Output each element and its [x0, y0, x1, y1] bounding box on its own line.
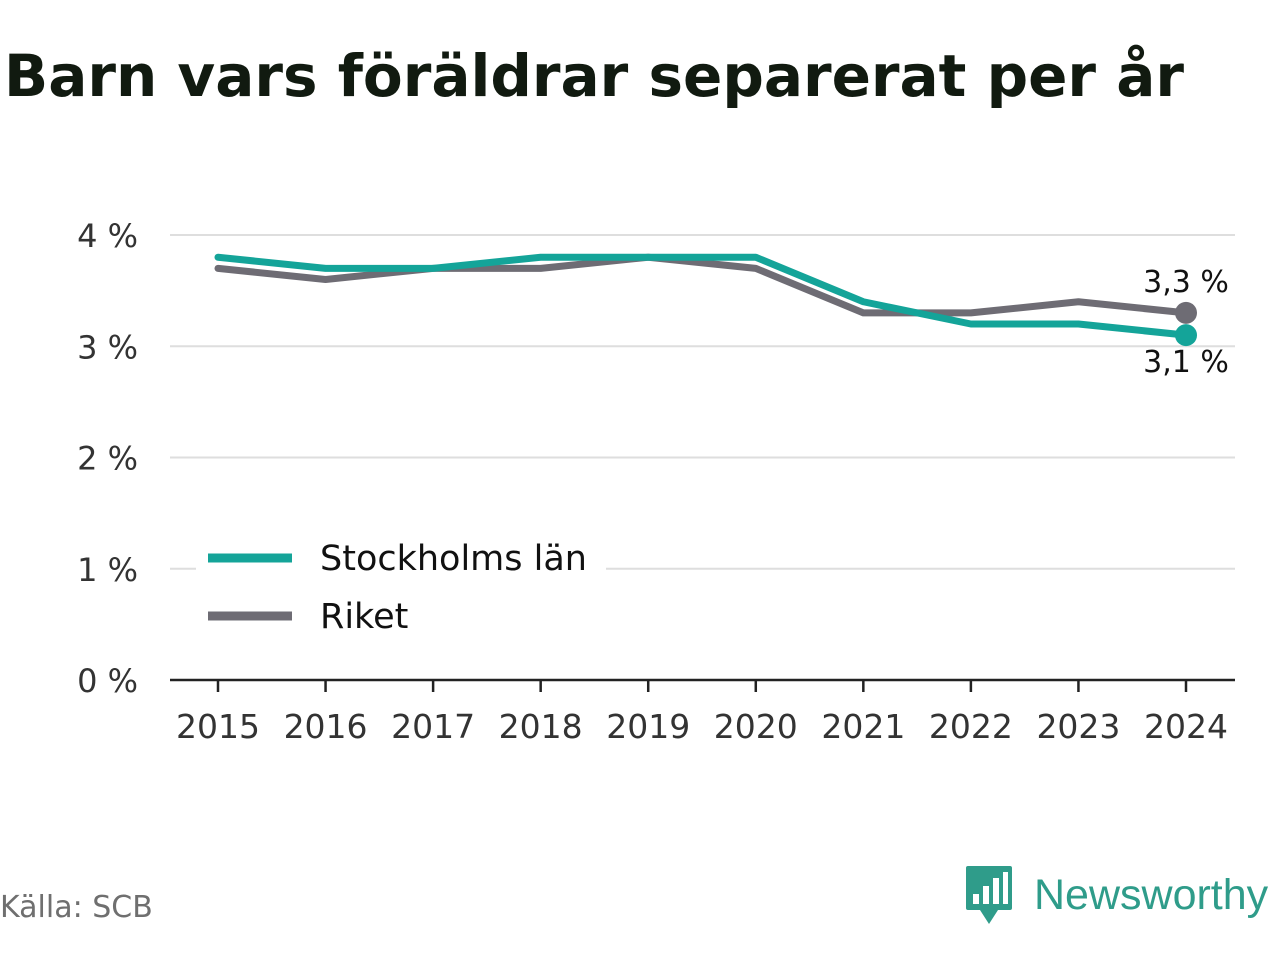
x-tick-label: 2023: [1036, 707, 1120, 746]
brand-name: Newsworthy: [1034, 870, 1269, 919]
x-tick-label: 2016: [284, 707, 368, 746]
newsworthy-logo-icon: [966, 866, 1012, 924]
end-label-stockholm: 3,1 %: [1143, 345, 1229, 380]
y-tick-label: 0 %: [77, 662, 138, 700]
x-axis: 2015 2016 2017 2018 2019 2020 2021 2022 2023 2024: [170, 678, 1235, 746]
legend: Stockholms län Riket: [196, 528, 606, 646]
legend-background: [196, 528, 606, 646]
end-point-stockholm: [1175, 324, 1197, 347]
end-labels: 3,3 % 3,1 %: [1143, 265, 1229, 380]
x-tick-label: 2015: [176, 707, 260, 746]
legend-label: Stockholms län: [320, 539, 587, 579]
series-line-riket: [214, 253, 1190, 317]
gridlines: [170, 234, 1235, 570]
x-tick-label: 2018: [499, 707, 583, 746]
y-tick-label: 3 %: [77, 328, 138, 366]
chart-title: Barn vars föräldrar separerat per år: [4, 42, 1184, 110]
source-note: Källa: SCB: [0, 890, 153, 925]
legend-label: Riket: [320, 597, 408, 637]
x-tick-label: 2020: [714, 707, 798, 746]
x-tick-label: 2019: [606, 707, 690, 746]
y-axis-ticks: 0 % 1 % 2 % 3 % 4 %: [77, 217, 138, 700]
series-lines: [214, 253, 1197, 347]
x-tick-label: 2022: [929, 707, 1013, 746]
x-tick-label: 2024: [1144, 707, 1228, 746]
x-tick-label: 2021: [821, 707, 905, 746]
y-tick-label: 1 %: [77, 551, 138, 589]
line-chart: 0 % 1 % 2 % 3 % 4 % 2015 2016 2017 2018 2019 2020…: [77, 217, 1235, 746]
end-label-riket: 3,3 %: [1143, 265, 1229, 300]
end-point-riket: [1175, 301, 1197, 324]
y-tick-label: 4 %: [77, 217, 138, 255]
brand-logo: Newsworthy: [964, 864, 1268, 926]
series-line-stockholm: [214, 253, 1190, 339]
x-tick-label: 2017: [391, 707, 475, 746]
y-tick-label: 2 %: [77, 440, 138, 478]
